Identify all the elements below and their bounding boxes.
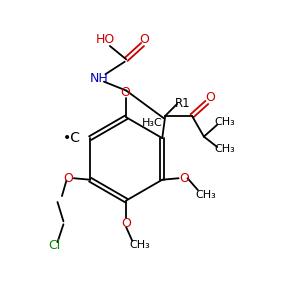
Text: CH₃: CH₃ [195, 190, 216, 200]
Text: H₃C: H₃C [142, 118, 162, 128]
Text: CH₃: CH₃ [214, 143, 235, 154]
Text: O: O [121, 217, 131, 230]
Text: •C: •C [63, 131, 81, 145]
Text: O: O [205, 92, 215, 104]
Text: Cl: Cl [48, 238, 61, 252]
Text: NH: NH [90, 72, 109, 85]
Text: HO: HO [96, 33, 115, 46]
Text: O: O [64, 172, 74, 185]
Text: R1: R1 [175, 98, 191, 110]
Text: O: O [139, 33, 149, 46]
Text: O: O [120, 86, 130, 99]
Text: O: O [179, 172, 189, 185]
Text: CH₃: CH₃ [129, 240, 150, 250]
Text: CH₃: CH₃ [214, 117, 235, 127]
